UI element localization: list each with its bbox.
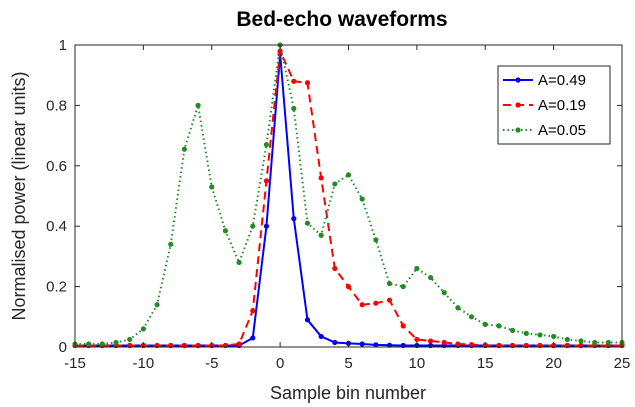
x-axis-label: Sample bin number	[270, 383, 426, 403]
y-tick-label: 0.4	[46, 218, 67, 235]
data-point	[523, 330, 529, 337]
y-tick-label: 0.2	[46, 279, 67, 296]
data-point	[236, 341, 242, 347]
data-point	[291, 105, 297, 112]
data-point	[209, 184, 215, 190]
data-point	[359, 196, 365, 202]
data-point	[263, 223, 270, 229]
legend-marker	[515, 127, 521, 133]
legend-entry: A=0.19	[503, 97, 586, 114]
data-point	[564, 336, 570, 343]
x-tick-label: -5	[205, 355, 218, 372]
data-point	[140, 326, 146, 332]
data-point	[113, 339, 119, 346]
y-tick-label: 0.6	[46, 158, 67, 175]
x-tick-label: 5	[344, 355, 352, 372]
data-point	[345, 172, 352, 178]
data-point	[181, 146, 187, 152]
data-point	[482, 321, 488, 327]
data-point	[304, 317, 311, 323]
data-point	[400, 284, 406, 290]
data-point	[373, 300, 379, 306]
x-tick-label: 15	[477, 355, 494, 372]
data-point	[414, 336, 420, 343]
data-point	[332, 265, 338, 272]
data-point	[455, 341, 461, 347]
data-point	[318, 333, 324, 340]
data-point	[332, 181, 338, 187]
data-point	[373, 342, 379, 348]
data-point	[304, 220, 311, 226]
x-tick-label: 25	[614, 355, 631, 372]
y-tick-label: 1	[59, 37, 67, 54]
data-point	[86, 341, 92, 347]
y-tick-label: 0	[59, 339, 67, 356]
legend-marker	[515, 77, 521, 83]
data-point	[291, 216, 297, 222]
data-point	[386, 297, 393, 303]
data-point	[509, 327, 516, 333]
data-point	[359, 302, 365, 308]
data-point	[154, 302, 160, 308]
data-point	[592, 339, 598, 346]
x-tick-label: 10	[409, 355, 426, 372]
data-point	[427, 274, 434, 281]
data-point	[427, 338, 434, 344]
data-point	[263, 142, 270, 148]
data-point	[386, 280, 393, 287]
data-point	[332, 339, 338, 346]
legend: A=0.49 A=0.19 A=0.05	[497, 65, 611, 145]
series-2	[72, 42, 625, 347]
data-point	[414, 265, 420, 272]
x-tick-label: 0	[276, 355, 284, 372]
data-point	[250, 308, 256, 314]
data-point	[222, 228, 229, 234]
x-tick-label: 20	[545, 355, 562, 372]
data-point	[195, 102, 201, 108]
legend-entry: A=0.49	[503, 72, 586, 89]
data-point	[468, 314, 475, 320]
chart-title: Bed-echo waveforms	[236, 8, 447, 31]
data-point	[605, 339, 611, 346]
data-point	[441, 290, 447, 296]
x-tick-label: -10	[133, 355, 155, 372]
data-point	[345, 284, 352, 290]
data-point	[455, 305, 461, 311]
data-point	[250, 223, 256, 229]
data-point	[496, 323, 502, 329]
data-point	[236, 259, 242, 266]
legend-label: A=0.05	[538, 122, 586, 139]
data-point	[386, 342, 393, 348]
y-tick-label: 0.8	[46, 97, 67, 114]
data-point	[551, 333, 557, 340]
legend-marker	[515, 102, 521, 108]
data-point	[537, 332, 543, 338]
data-point	[400, 323, 406, 329]
legend-label: A=0.49	[538, 72, 586, 89]
data-point	[318, 175, 324, 181]
legend-entry: A=0.05	[503, 122, 586, 139]
legend-label: A=0.19	[538, 97, 586, 114]
data-point	[304, 80, 311, 86]
data-point	[291, 78, 297, 84]
data-point	[168, 241, 174, 247]
y-axis-label: Normalised power (linear units)	[9, 71, 29, 320]
data-point	[250, 335, 256, 341]
data-point	[263, 178, 270, 184]
data-point	[468, 341, 475, 348]
data-point	[127, 336, 133, 343]
data-point	[373, 237, 379, 243]
axes-layer: -15 -10 -5 0 5 10 15 20 25 0 0.2 0.4 0.6 0.8 1	[46, 37, 630, 372]
data-point	[359, 341, 365, 347]
data-point	[318, 232, 324, 238]
series-line	[75, 44, 622, 345]
x-tick-label: -15	[64, 355, 86, 372]
data-point	[99, 341, 105, 347]
data-point	[441, 339, 447, 346]
data-point	[578, 338, 584, 344]
